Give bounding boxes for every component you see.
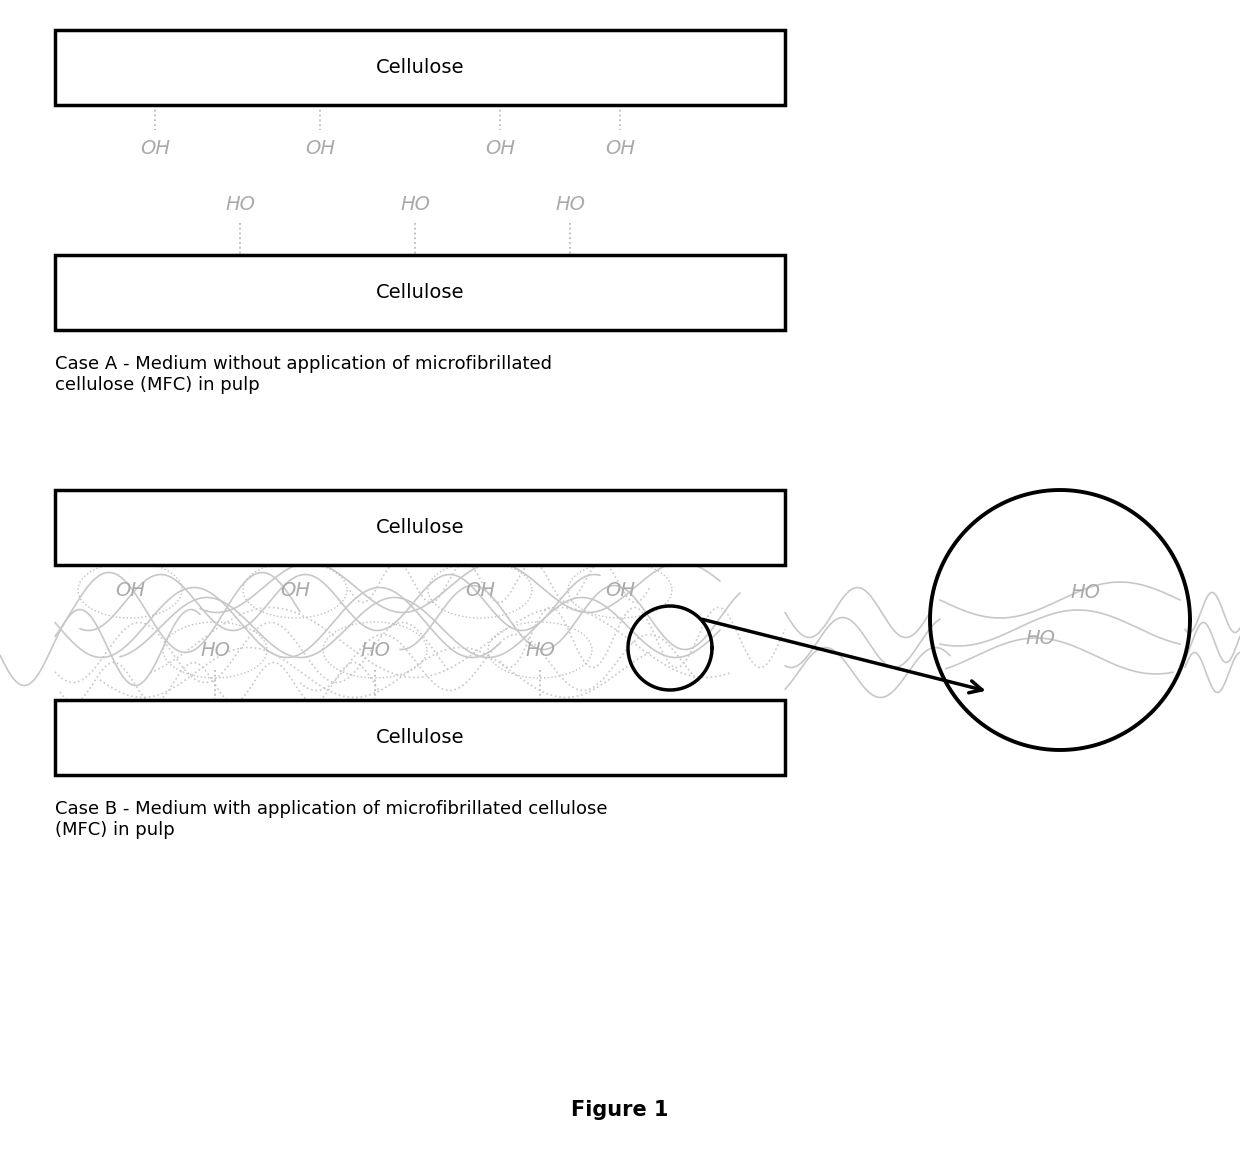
Bar bbox=[55, 491, 785, 565]
Text: Cellulose: Cellulose bbox=[376, 58, 464, 78]
Text: OH: OH bbox=[605, 139, 635, 157]
Text: HO: HO bbox=[360, 641, 391, 659]
Text: OH: OH bbox=[465, 581, 495, 599]
Text: HO: HO bbox=[556, 196, 585, 214]
Bar bbox=[55, 255, 785, 330]
Text: Case B - Medium with application of microfibrillated cellulose
(MFC) in pulp: Case B - Medium with application of micr… bbox=[55, 799, 608, 839]
Text: Cellulose: Cellulose bbox=[376, 728, 464, 747]
Text: Case A - Medium without application of microfibrillated
cellulose (MFC) in pulp: Case A - Medium without application of m… bbox=[55, 355, 552, 393]
Text: Figure 1: Figure 1 bbox=[572, 1100, 668, 1120]
Text: OH: OH bbox=[305, 139, 335, 157]
Text: OH: OH bbox=[605, 581, 635, 599]
Text: Cellulose: Cellulose bbox=[376, 283, 464, 302]
Bar bbox=[55, 30, 785, 105]
Text: OH: OH bbox=[280, 581, 310, 599]
Text: HO: HO bbox=[1070, 582, 1100, 602]
Text: HO: HO bbox=[1025, 628, 1055, 648]
Text: HO: HO bbox=[401, 196, 430, 214]
Text: OH: OH bbox=[485, 139, 515, 157]
Text: Cellulose: Cellulose bbox=[376, 518, 464, 537]
Text: HO: HO bbox=[525, 641, 556, 659]
Text: HO: HO bbox=[200, 641, 229, 659]
Bar bbox=[55, 700, 785, 775]
Text: HO: HO bbox=[224, 196, 255, 214]
Text: OH: OH bbox=[115, 581, 145, 599]
Text: OH: OH bbox=[140, 139, 170, 157]
